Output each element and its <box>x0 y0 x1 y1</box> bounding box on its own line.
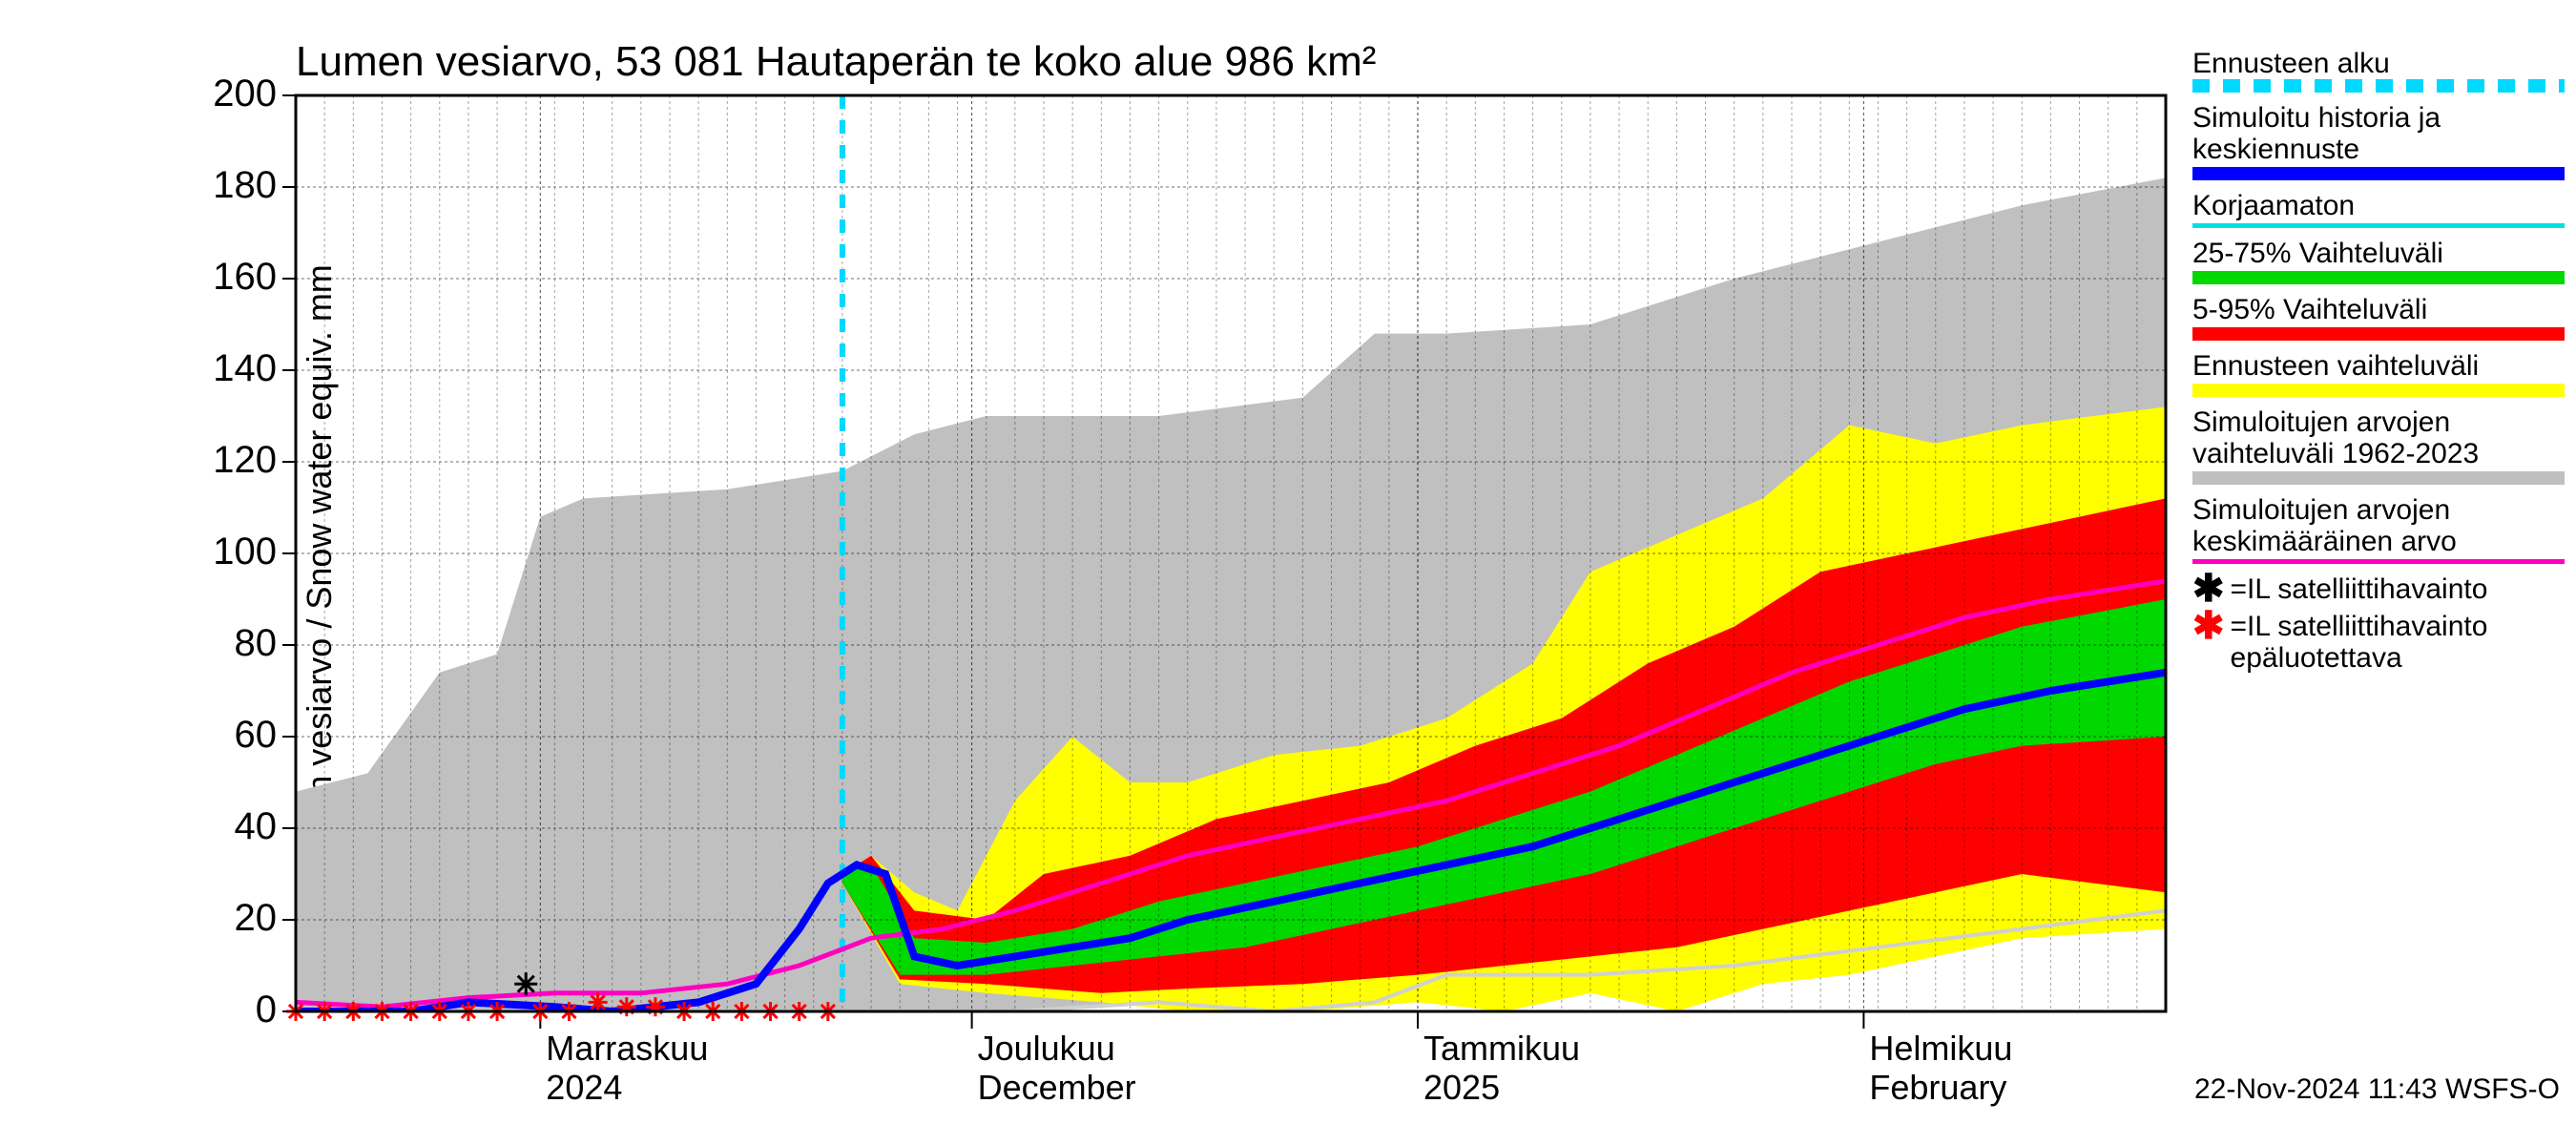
y-tick-100: 100 <box>162 531 277 573</box>
legend-swatch <box>2192 471 2565 485</box>
legend-swatch <box>2192 167 2565 180</box>
legend-swatch <box>2192 79 2565 93</box>
legend-label: 25-75% Vaihteluväli <box>2192 238 2565 269</box>
legend-marker-red: ✱=IL satelliittihavaintoepäluotettava <box>2192 611 2565 674</box>
y-tick-140: 140 <box>162 347 277 390</box>
y-tick-80: 80 <box>162 622 277 665</box>
y-tick-60: 60 <box>162 714 277 757</box>
legend-label: Korjaamaton <box>2192 190 2565 221</box>
legend-label: Simuloitujen arvojen vaihteluväli 1962-2… <box>2192 406 2565 469</box>
x-tick: JoulukuuDecember <box>978 1029 1136 1108</box>
legend-swatch <box>2192 327 2565 341</box>
y-tick-200: 200 <box>162 73 277 115</box>
legend-item-forecast_start: Ennusteen alku <box>2192 48 2565 93</box>
x-tick: HelmikuuFebruary <box>1869 1029 2012 1108</box>
legend-swatch <box>2192 384 2565 397</box>
legend-item-korjaamaton: Korjaamaton <box>2192 190 2565 228</box>
legend-item-hist_swath: Simuloitujen arvojen vaihteluväli 1962-2… <box>2192 406 2565 485</box>
y-tick-160: 160 <box>162 256 277 299</box>
x-tick: Tammikuu2025 <box>1423 1029 1580 1108</box>
y-tick-40: 40 <box>162 805 277 848</box>
legend-label: Simuloitu historia ja keskiennuste <box>2192 102 2565 165</box>
y-tick-0: 0 <box>162 989 277 1031</box>
legend-label: Ennusteen alku <box>2192 48 2565 79</box>
legend-item-iqr: 25-75% Vaihteluväli <box>2192 238 2565 284</box>
footer-timestamp: 22-Nov-2024 11:43 WSFS-O <box>2194 1073 2560 1106</box>
chart-svg <box>0 0 2576 1145</box>
y-tick-120: 120 <box>162 439 277 482</box>
legend-item-sim_mean: Simuloitu historia ja keskiennuste <box>2192 102 2565 180</box>
chart-container: Lumen vesiarvo / Snow water equiv. mm Lu… <box>0 0 2576 1145</box>
legend-label: Simuloitujen arvojen keskimääräinen arvo <box>2192 494 2565 557</box>
legend-label: 5-95% Vaihteluväli <box>2192 294 2565 325</box>
legend-marker-black: ✱=IL satelliittihavainto <box>2192 573 2565 605</box>
legend-item-full: Ennusteen vaihteluväli <box>2192 350 2565 397</box>
legend-swatch <box>2192 559 2565 564</box>
y-tick-180: 180 <box>162 164 277 207</box>
legend-item-p90: 5-95% Vaihteluväli <box>2192 294 2565 341</box>
y-tick-20: 20 <box>162 897 277 940</box>
legend-item-hist_mean: Simuloitujen arvojen keskimääräinen arvo <box>2192 494 2565 564</box>
legend-swatch <box>2192 223 2565 228</box>
legend-swatch <box>2192 271 2565 284</box>
legend-label: Ennusteen vaihteluväli <box>2192 350 2565 382</box>
x-tick: Marraskuu2024 <box>546 1029 708 1108</box>
legend: Ennusteen alku Simuloitu historia ja kesk… <box>2192 48 2565 679</box>
